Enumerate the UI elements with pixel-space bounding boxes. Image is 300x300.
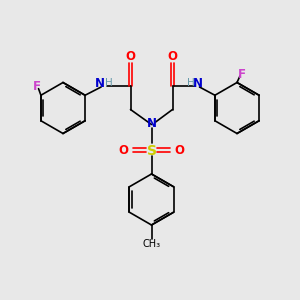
Text: O: O — [118, 143, 129, 157]
Text: F: F — [238, 68, 245, 81]
Text: CH₃: CH₃ — [142, 239, 160, 249]
Text: O: O — [167, 50, 178, 64]
Text: H: H — [187, 78, 195, 88]
Text: N: N — [193, 77, 203, 90]
Text: N: N — [95, 77, 105, 90]
Text: S: S — [146, 144, 157, 158]
Text: O: O — [125, 50, 136, 64]
Text: O: O — [174, 143, 184, 157]
Text: N: N — [146, 117, 157, 130]
Text: H: H — [105, 78, 112, 88]
Text: F: F — [33, 80, 41, 93]
